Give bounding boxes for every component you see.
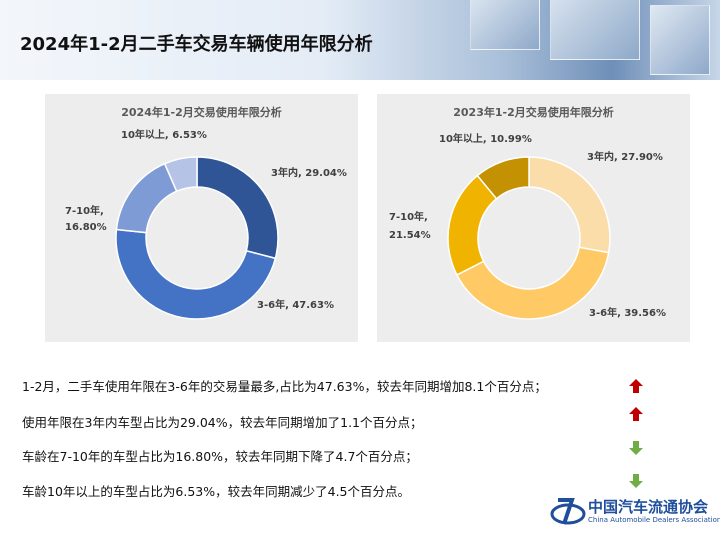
donut-slice-3年内 [528,156,611,254]
chart-title: 2024年1-2月交易使用年限分析 [121,106,282,119]
page-title: 2024年1-2月二手车交易车辆使用年限分析 [20,34,373,55]
arrow-down-icon [629,474,643,488]
summary-statement: 1-2月，二手车使用年限在3-6年的交易量最多,占比为47.63%，较去年同期增… [22,379,547,394]
header-banner [0,0,720,80]
donut-slice-3-6年 [455,246,610,320]
chart-panel-2024: 2024年1-2月交易使用年限分析 3年内, 29.04% 3-6年, 47.6… [45,94,358,342]
chart-title: 2023年1-2月交易使用年限分析 [453,106,614,119]
donut-chart [115,156,279,320]
arrow-up-icon [629,407,643,421]
data-label: 10年以上, 6.53% [121,130,207,141]
trend-down-icon [629,474,643,488]
data-label: 7-10年, [65,206,104,217]
data-label: 21.54% [389,230,431,241]
data-label: 16.80% [65,222,107,233]
donut-slice-3年内 [196,156,279,260]
summary-statement: 车龄10年以上的车型占比为6.53%，较去年同期减少了4.5个百分点。 [22,484,410,499]
data-label: 3年内, 27.90% [587,152,663,163]
summary-statement: 使用年限在3年内车型占比为29.04%，较去年同期增加了1.1个百分点； [22,415,423,430]
trend-up-icon [629,407,643,421]
data-label: 3年内, 29.04% [271,168,347,179]
data-label: 3-6年, 47.63% [257,300,334,311]
data-label: 7-10年, [389,212,428,223]
chart-panel-2023: 2023年1-2月交易使用年限分析 3年内, 27.90% 3-6年, 39.5… [377,94,690,342]
association-logo: 中国汽车流通协会 China Automobile Dealers Associ… [550,494,720,532]
donut-slice-3-6年 [115,228,277,320]
decorative-cube [650,5,710,75]
summary-statement: 车龄在7-10年的车型占比为16.80%，较去年同期下降了4.7个百分点； [22,449,418,464]
donut-slice-10年以上 [163,156,198,193]
donut-slice-7-10年 [115,162,178,234]
decorative-cube [470,0,540,50]
arrow-down-icon [629,441,643,455]
data-label: 3-6年, 39.56% [589,308,666,319]
trend-down-icon [629,441,643,455]
donut-chart [447,156,611,320]
decorative-cube [550,0,640,60]
logo-subtitle: China Automobile Dealers Association [588,516,720,524]
logo-emblem-icon [550,498,586,525]
donut-slice-10年以上 [476,156,530,200]
data-label: 10年以上, 10.99% [439,134,532,145]
trend-up-icon [629,379,643,393]
logo-name: 中国汽车流通协会 [588,498,709,516]
arrow-up-icon [629,379,643,393]
